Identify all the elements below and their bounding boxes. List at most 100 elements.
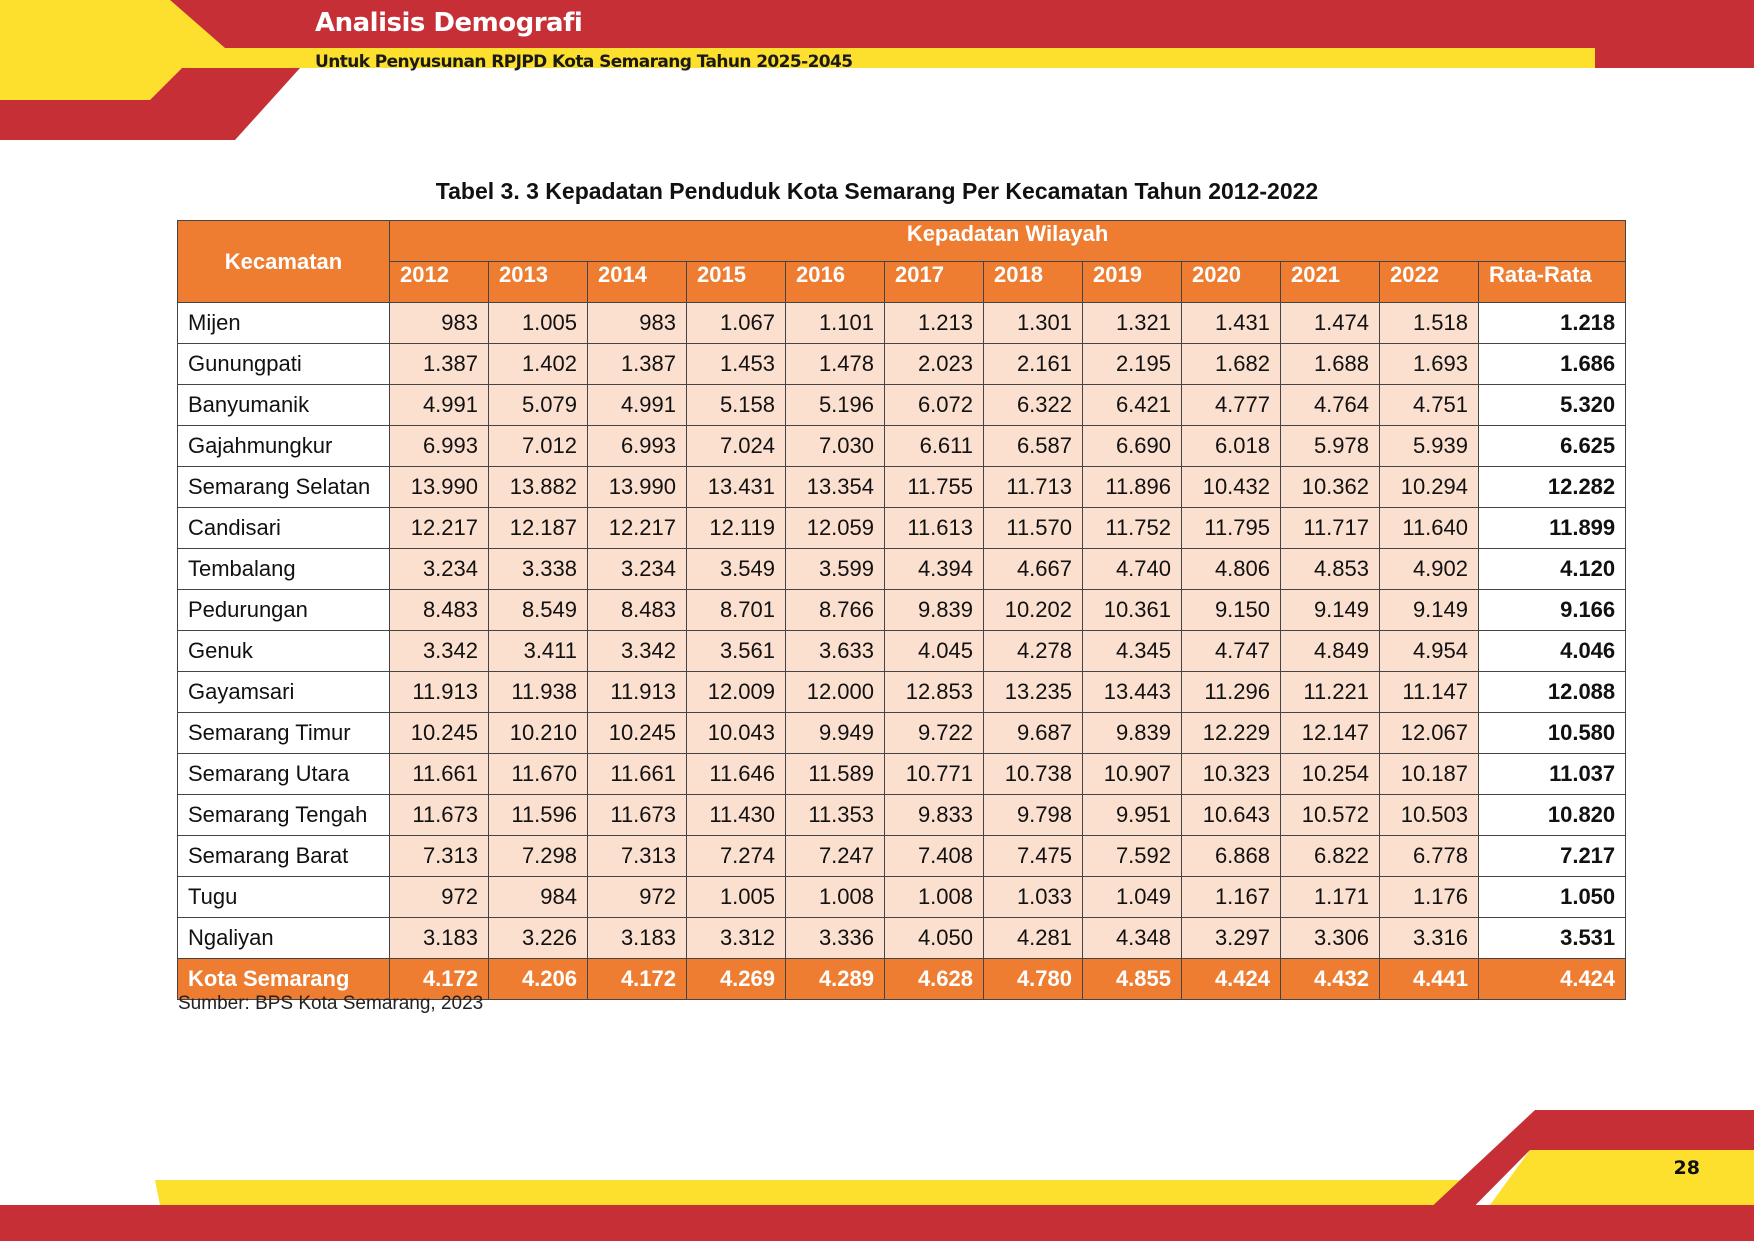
density-cell: 13.443 bbox=[1082, 671, 1182, 713]
table-row: Semarang Tengah 11.673 11.596 11.673 11.430 1… bbox=[177, 794, 1627, 836]
average-cell: 10.820 bbox=[1477, 794, 1627, 836]
average-cell: 1.686 bbox=[1477, 343, 1627, 385]
density-cell: 10.503 bbox=[1379, 794, 1479, 836]
density-cell: 3.561 bbox=[686, 630, 786, 672]
density-cell: 2.161 bbox=[983, 343, 1083, 385]
density-cell: 11.221 bbox=[1280, 671, 1380, 713]
density-cell: 11.296 bbox=[1181, 671, 1281, 713]
kecamatan-name: Pedurungan bbox=[177, 589, 390, 631]
density-cell: 1.518 bbox=[1379, 302, 1479, 344]
density-cell: 12.853 bbox=[884, 671, 984, 713]
density-cell: 5.939 bbox=[1379, 425, 1479, 467]
average-cell: 12.282 bbox=[1477, 466, 1627, 508]
page-number: 28 bbox=[1673, 1157, 1700, 1179]
kecamatan-name: Kota Semarang bbox=[177, 958, 390, 1000]
density-cell: 2.195 bbox=[1082, 343, 1182, 385]
kecamatan-name: Semarang Tengah bbox=[177, 794, 390, 836]
table-caption: Tabel 3. 3 Kepadatan Penduduk Kota Semar… bbox=[435, 178, 1319, 204]
density-cell: 10.362 bbox=[1280, 466, 1380, 508]
table-row: Banyumanik 4.991 5.079 4.991 5.158 5.196 6.072… bbox=[177, 384, 1627, 426]
density-cell: 8.483 bbox=[389, 589, 489, 631]
kecamatan-name: Gunungpati bbox=[177, 343, 390, 385]
density-cell: 12.000 bbox=[785, 671, 885, 713]
density-cell: 11.673 bbox=[389, 794, 489, 836]
kecamatan-name: Mijen bbox=[177, 302, 390, 344]
density-cell: 984 bbox=[488, 876, 588, 918]
density-cell: 6.993 bbox=[587, 425, 687, 467]
kecamatan-name: Gajahmungkur bbox=[177, 425, 390, 467]
density-cell: 3.183 bbox=[587, 917, 687, 959]
density-cell: 10.245 bbox=[587, 712, 687, 754]
density-cell: 7.592 bbox=[1082, 835, 1182, 877]
density-cell: 9.722 bbox=[884, 712, 984, 754]
average-cell: 11.037 bbox=[1477, 753, 1627, 795]
kecamatan-name: Banyumanik bbox=[177, 384, 390, 426]
density-cell: 11.613 bbox=[884, 507, 984, 549]
density-cell: 983 bbox=[389, 302, 489, 344]
density-cell: 12.187 bbox=[488, 507, 588, 549]
density-cell: 10.043 bbox=[686, 712, 786, 754]
density-cell: 10.572 bbox=[1280, 794, 1380, 836]
density-cell: 4.954 bbox=[1379, 630, 1479, 672]
density-cell: 10.210 bbox=[488, 712, 588, 754]
density-cell: 4.849 bbox=[1280, 630, 1380, 672]
density-cell: 13.882 bbox=[488, 466, 588, 508]
density-cell: 1.387 bbox=[389, 343, 489, 385]
density-cell: 11.673 bbox=[587, 794, 687, 836]
density-cell: 4.045 bbox=[884, 630, 984, 672]
density-cell: 4.348 bbox=[1082, 917, 1182, 959]
density-cell: 5.196 bbox=[785, 384, 885, 426]
table-header-row: Kecamatan Kepadatan Wilayah bbox=[177, 220, 1627, 303]
density-cell: 7.024 bbox=[686, 425, 786, 467]
density-cell: 11.570 bbox=[983, 507, 1083, 549]
density-cell: 1.478 bbox=[785, 343, 885, 385]
column-header: Rata-Rata bbox=[1477, 261, 1627, 303]
density-cell: 11.661 bbox=[587, 753, 687, 795]
density-cell: 11.913 bbox=[587, 671, 687, 713]
density-cell: 3.342 bbox=[587, 630, 687, 672]
density-cell: 8.766 bbox=[785, 589, 885, 631]
density-cell: 6.822 bbox=[1280, 835, 1380, 877]
density-cell: 9.150 bbox=[1181, 589, 1281, 631]
table-body: Mijen 983 1.005 983 1.067 1.101 1.213 1.301 1.32… bbox=[177, 302, 1627, 1000]
average-cell: 1.050 bbox=[1477, 876, 1627, 918]
average-cell: 4.120 bbox=[1477, 548, 1627, 590]
year-header-row: 2012 2013 2014 2015 2016 2017 2018 2019 2020 2021… bbox=[178, 261, 1627, 303]
density-cell: 1.167 bbox=[1181, 876, 1281, 918]
density-cell: 9.833 bbox=[884, 794, 984, 836]
density-cell: 10.643 bbox=[1181, 794, 1281, 836]
density-cell: 972 bbox=[389, 876, 489, 918]
density-cell: 7.313 bbox=[587, 835, 687, 877]
density-cell: 4.172 bbox=[587, 958, 687, 1000]
column-header: 2016 bbox=[785, 261, 885, 303]
density-cell: 8.549 bbox=[488, 589, 588, 631]
density-cell: 11.713 bbox=[983, 466, 1083, 508]
density-cell: 11.752 bbox=[1082, 507, 1182, 549]
kecamatan-name: Semarang Selatan bbox=[177, 466, 390, 508]
density-cell: 6.421 bbox=[1082, 384, 1182, 426]
kecamatan-name: Semarang Timur bbox=[177, 712, 390, 754]
footer-yellow-corner bbox=[1490, 1150, 1754, 1205]
density-cell: 983 bbox=[587, 302, 687, 344]
density-cell: 11.353 bbox=[785, 794, 885, 836]
density-cell: 4.780 bbox=[983, 958, 1083, 1000]
table-row: Candisari 12.217 12.187 12.217 12.119 12.059 1… bbox=[177, 507, 1627, 549]
density-cell: 4.764 bbox=[1280, 384, 1380, 426]
density-cell: 5.158 bbox=[686, 384, 786, 426]
density-cell: 12.059 bbox=[785, 507, 885, 549]
density-cell: 5.978 bbox=[1280, 425, 1380, 467]
table-row: Pedurungan 8.483 8.549 8.483 8.701 8.766 9.839… bbox=[177, 589, 1627, 631]
density-cell: 13.990 bbox=[389, 466, 489, 508]
density-cell: 4.206 bbox=[488, 958, 588, 1000]
kecamatan-name: Ngaliyan bbox=[177, 917, 390, 959]
density-cell: 12.217 bbox=[389, 507, 489, 549]
density-cell: 3.312 bbox=[686, 917, 786, 959]
density-cell: 4.667 bbox=[983, 548, 1083, 590]
density-cell: 3.297 bbox=[1181, 917, 1281, 959]
average-cell: 10.580 bbox=[1477, 712, 1627, 754]
density-cell: 7.408 bbox=[884, 835, 984, 877]
column-header: 2017 bbox=[884, 261, 984, 303]
table-row: Ngaliyan 3.183 3.226 3.183 3.312 3.336 4.050 4.… bbox=[177, 917, 1627, 959]
density-cell: 11.589 bbox=[785, 753, 885, 795]
density-cell: 8.483 bbox=[587, 589, 687, 631]
